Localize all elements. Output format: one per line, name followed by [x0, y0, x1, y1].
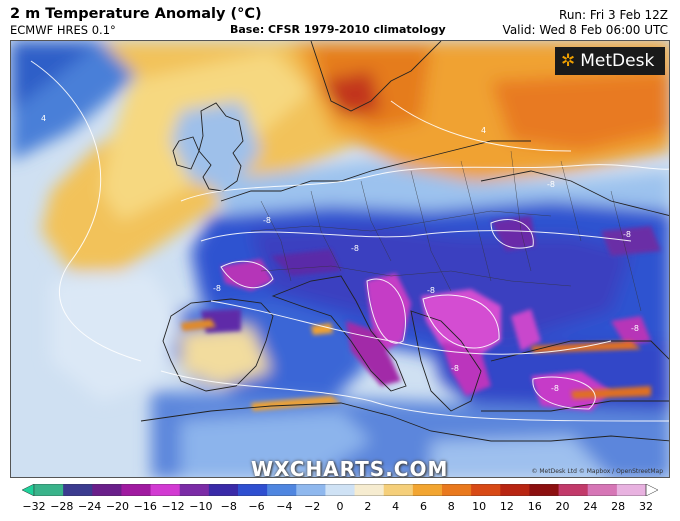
colorbar-tick-label: 12 — [499, 500, 514, 513]
colorbar-swatch — [442, 484, 472, 496]
contour-label: 4 — [41, 114, 46, 123]
contour-label: -8 — [451, 364, 459, 373]
warm-coastal-strips — [181, 319, 651, 411]
contour-label: -8 — [551, 384, 559, 393]
colorbar-tick-label: −8 — [220, 500, 237, 513]
model-label: ECMWF HRES 0.1° — [10, 23, 116, 37]
colorbar-tick-label: 28 — [611, 500, 626, 513]
turkey-south-outline — [481, 400, 669, 412]
logo-text: MetDesk — [580, 51, 655, 71]
iberia-outline — [162, 298, 274, 392]
contour-label: -8 — [351, 244, 359, 253]
colorbar-tick-label: 24 — [583, 500, 598, 513]
colorbar-tick-label: 6 — [419, 500, 427, 513]
colorbar-tick-label: −12 — [161, 500, 185, 513]
contour-label: 4 — [481, 126, 486, 135]
map-canvas: -8 -8 -8 -8 -8 -8 -8 -8 -8 4 4 — [11, 41, 669, 477]
colorbar-swatch — [296, 484, 326, 496]
climatology-base-label: Base: CFSR 1979-2010 climatology — [230, 23, 446, 36]
colorbar-swatch — [63, 484, 93, 496]
contour-label: -8 — [631, 324, 639, 333]
colorbar-frame — [33, 484, 647, 496]
colorbar-swatch — [121, 484, 152, 496]
anomaly-map[interactable]: -8 -8 -8 -8 -8 -8 -8 -8 -8 4 4 ✲ MetDesk… — [10, 40, 670, 478]
great-britain-outline — [198, 102, 244, 192]
colorbar-swatch — [500, 484, 530, 496]
north-africa-outline — [140, 402, 669, 442]
colorbar-tick-label: 32 — [639, 500, 653, 513]
map-attribution: © MetDesk Ltd © Mapbox / OpenStreetMap — [531, 468, 663, 475]
colorbar-swatch — [92, 484, 122, 496]
map-title: 2 m Temperature Anomaly (°C) — [10, 6, 262, 22]
contour-label: -8 — [547, 180, 555, 189]
colorbar-tick-label: −24 — [78, 500, 102, 513]
colorbar-tick-label: −16 — [133, 500, 157, 513]
colorbar-swatch — [616, 484, 647, 496]
colorbar-tick-label: 10 — [472, 500, 487, 513]
colorbar-swatch — [471, 484, 501, 496]
black-sea-region-outline — [480, 170, 669, 216]
run-time-label: Run: Fri 3 Feb 12Z — [559, 8, 668, 22]
north-coast-outline — [220, 140, 531, 202]
colorbar-high-arrow — [645, 484, 658, 496]
colorbar-swatch — [267, 484, 297, 496]
contour-label: -8 — [263, 216, 271, 225]
contour-lines — [30, 60, 669, 422]
balkans-outline — [410, 310, 482, 412]
contour-labels: -8 -8 -8 -8 -8 -8 -8 -8 -8 4 4 — [41, 114, 639, 393]
colorbar-tick-label: 0 — [336, 500, 344, 513]
colorbar-swatch — [179, 484, 210, 496]
colorbar-swatch — [587, 484, 618, 496]
colorbar-swatch — [529, 484, 560, 496]
colorbar-swatch — [558, 484, 589, 496]
contour-label: -8 — [427, 286, 435, 295]
valid-time-label: Valid: Wed 8 Feb 06:00 UTC — [502, 23, 668, 37]
italy-outline — [271, 275, 407, 392]
colorbar-swatch — [34, 484, 64, 496]
colorbar-swatch — [383, 484, 414, 496]
colorbar-tick-label: −32 — [22, 500, 46, 513]
colorbar-ticks: −32 −28 −24 −20 −16 −12 −10 −8 −6 −4 −2 0 2 4 6 8 10 12 16… — [0, 500, 680, 514]
colorbar-tick-label: 20 — [555, 500, 570, 513]
anomaly-field — [11, 41, 669, 477]
coastlines — [140, 41, 669, 442]
ireland-outline — [172, 136, 200, 170]
metdesk-mark-icon: ✲ — [561, 51, 576, 71]
colorbar-tick-label: 8 — [447, 500, 455, 513]
colorbar-tick-label: 2 — [364, 500, 372, 513]
colorbar-tick-label: −28 — [50, 500, 74, 513]
colorbar-tick-label: −6 — [248, 500, 265, 513]
colorbar-tick-label: −10 — [189, 500, 213, 513]
colorbar-low-arrow — [22, 484, 35, 496]
colorbar-swatch — [412, 484, 443, 496]
colorbar-swatch — [208, 484, 239, 496]
colorbar-swatch — [325, 484, 356, 496]
colorbar-swatch — [238, 484, 268, 496]
contour-label: -8 — [213, 284, 221, 293]
wxcharts-watermark: WXCHARTS.COM — [251, 457, 449, 478]
colorbar-swatch — [354, 484, 385, 496]
header: 2 m Temperature Anomaly (°C) ECMWF HRES … — [0, 0, 680, 40]
colorbar-tick-label: 16 — [527, 500, 542, 513]
contour-label: -8 — [623, 230, 631, 239]
colorbar — [22, 484, 658, 496]
colorbar-tick-label: 4 — [392, 500, 400, 513]
colorbar-tick-label: −2 — [304, 500, 321, 513]
country-borders — [250, 150, 642, 312]
metdesk-logo: ✲ MetDesk — [555, 47, 665, 75]
colorbar-tick-label: −20 — [105, 500, 130, 513]
colorbar-tick-label: −4 — [276, 500, 293, 513]
colorbar-swatch — [150, 484, 181, 496]
scandinavia-outline — [310, 41, 442, 112]
